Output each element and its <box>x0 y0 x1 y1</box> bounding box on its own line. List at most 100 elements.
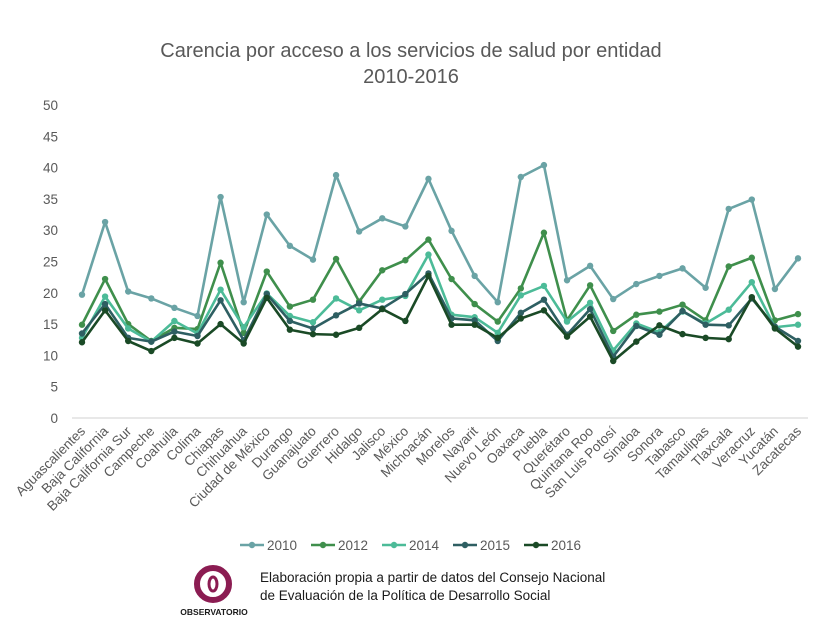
data-point <box>148 347 155 355</box>
data-point <box>217 286 224 293</box>
data-point <box>517 309 525 317</box>
series-2016 <box>78 272 802 365</box>
data-point <box>494 298 501 306</box>
data-point <box>194 312 201 320</box>
data-point <box>748 293 756 301</box>
data-point <box>78 339 86 346</box>
data-point <box>794 321 802 328</box>
data-point <box>171 317 178 325</box>
data-point <box>586 313 594 320</box>
data-point <box>471 321 478 328</box>
y-tick-label: 0 <box>50 411 58 426</box>
data-point <box>725 306 732 313</box>
data-point <box>517 285 525 292</box>
data-point <box>263 211 270 218</box>
data-point <box>679 265 686 272</box>
data-point <box>471 300 478 308</box>
data-point <box>448 227 455 235</box>
data-point <box>286 317 294 325</box>
legend-item: 2014 <box>382 538 440 553</box>
series-line <box>80 231 800 343</box>
series-line <box>80 272 800 358</box>
data-point <box>425 236 432 243</box>
data-point <box>586 305 594 313</box>
data-point <box>309 330 317 338</box>
data-point <box>309 296 317 303</box>
data-point <box>148 338 155 345</box>
y-tick-label: 40 <box>43 161 58 176</box>
data-point <box>171 328 178 335</box>
data-point <box>725 205 732 213</box>
data-point <box>379 305 386 313</box>
data-point <box>540 282 548 290</box>
data-point <box>633 338 640 345</box>
data-point <box>309 325 317 332</box>
data-point <box>402 290 409 298</box>
data-point <box>286 303 294 310</box>
data-point <box>286 326 294 333</box>
legend-label: 2010 <box>267 538 297 553</box>
data-point <box>794 337 802 345</box>
data-point <box>494 329 501 337</box>
legend-item: 2010 <box>240 538 297 553</box>
data-point <box>586 282 594 289</box>
data-point <box>217 297 224 304</box>
data-point <box>101 293 109 300</box>
data-point <box>124 325 132 332</box>
data-point <box>101 218 109 226</box>
data-point <box>586 299 594 307</box>
data-point <box>540 296 548 303</box>
data-point <box>332 171 340 179</box>
legend-item: 2015 <box>453 538 510 553</box>
legend-label: 2015 <box>480 538 510 553</box>
data-point <box>586 262 594 270</box>
data-point <box>725 335 732 343</box>
legend: 2010 2012 2014 2015 2016 <box>240 538 581 553</box>
data-point <box>194 340 201 347</box>
y-tick-label: 10 <box>43 348 58 363</box>
data-point <box>633 280 640 288</box>
y-tick-label: 45 <box>43 129 58 144</box>
data-point <box>748 278 756 286</box>
legend-label: 2012 <box>338 538 368 553</box>
data-point <box>332 331 340 338</box>
data-point <box>379 267 386 274</box>
data-point <box>725 263 732 270</box>
source-note-line-1: Elaboración propia a partir de datos del… <box>260 570 605 585</box>
data-point <box>725 322 732 329</box>
data-point <box>379 215 386 222</box>
legend-label: 2016 <box>551 538 581 553</box>
y-tick-label: 35 <box>43 192 58 207</box>
legend-swatch-marker <box>319 541 327 549</box>
data-point <box>286 242 294 250</box>
data-point <box>101 300 109 308</box>
data-point <box>217 320 224 328</box>
data-point <box>240 298 247 306</box>
data-point <box>794 343 802 350</box>
data-point <box>563 318 571 325</box>
data-point <box>656 322 663 329</box>
data-point <box>402 317 409 325</box>
data-point <box>78 330 86 337</box>
legend-swatch-marker <box>248 541 256 549</box>
data-point <box>563 333 571 340</box>
data-point <box>679 330 686 338</box>
data-point <box>148 295 155 302</box>
data-point <box>748 196 756 203</box>
data-point <box>471 317 478 324</box>
chart-title-line-1: Carencia por acceso a los servicios de s… <box>160 40 661 62</box>
y-tick-label: 25 <box>43 255 58 270</box>
logo-inner-mark <box>207 575 219 593</box>
data-point <box>517 315 525 322</box>
data-point <box>656 331 663 338</box>
y-tick-label: 15 <box>43 317 58 332</box>
data-point <box>794 310 802 318</box>
data-point <box>217 259 224 266</box>
data-point <box>610 357 617 365</box>
legend-swatch-marker <box>390 541 398 549</box>
series-line <box>80 274 800 363</box>
data-point <box>355 324 363 332</box>
data-point <box>425 272 432 280</box>
data-point <box>610 295 617 303</box>
